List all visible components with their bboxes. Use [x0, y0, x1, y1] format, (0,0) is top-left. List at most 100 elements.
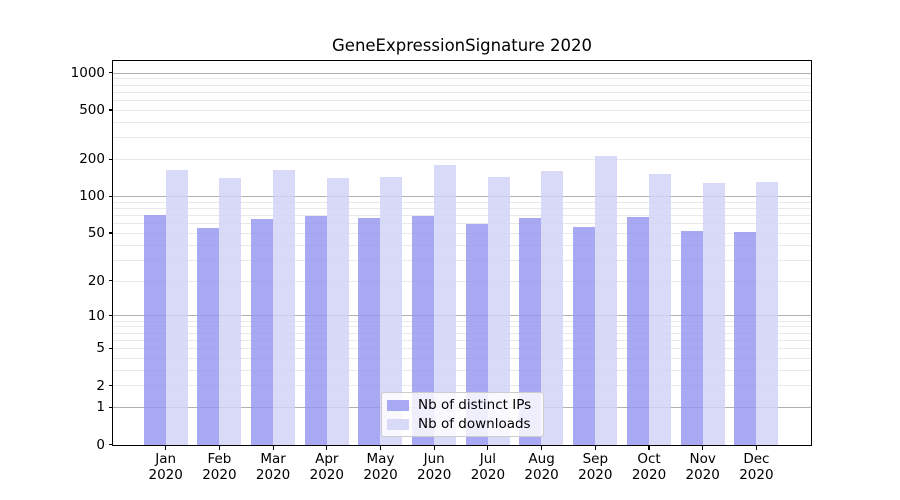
gridline-minor-800	[113, 84, 811, 86]
gridline-minor-200	[113, 159, 811, 161]
bar-downloads-oct	[648, 174, 671, 445]
bar-distinct-ips-aug	[519, 218, 542, 445]
y-tick-0	[108, 444, 113, 446]
legend-label-downloads: Nb of downloads	[418, 416, 531, 432]
gridline-minor-4	[113, 357, 811, 359]
chart-title: GeneExpressionSignature 2020	[332, 36, 592, 55]
gridline-minor-600	[113, 100, 811, 102]
gridline-minor-9	[113, 320, 811, 322]
gridline-minor-300	[113, 137, 811, 139]
bar-distinct-ips-oct	[626, 217, 649, 445]
x-tick-label-apr: Apr 2020	[309, 451, 344, 483]
y-tick-5	[108, 347, 113, 349]
bar-downloads-feb	[219, 178, 242, 445]
bar-downloads-jun	[434, 164, 456, 445]
gridline-minor-70	[113, 215, 811, 217]
y-tick-200	[108, 158, 113, 160]
x-tick-jun	[433, 446, 435, 451]
x-tick-label-jan: Jan 2020	[148, 451, 183, 483]
y-tick-label-1000: 1000	[70, 64, 105, 81]
x-tick-label-sep: Sep 2020	[578, 451, 613, 483]
gridline-minor-50	[113, 232, 811, 234]
y-tick-50	[108, 232, 113, 234]
bar-distinct-ips-jul	[465, 224, 488, 445]
plot-area: Nb of distinct IPs Nb of downloads	[112, 60, 812, 446]
x-tick-jul	[487, 446, 489, 451]
gridline-minor-400	[113, 121, 811, 123]
y-tick-label-200: 200	[79, 151, 105, 168]
gridline-minor-2	[113, 385, 811, 387]
bar-downloads-mar	[272, 169, 295, 445]
bar-distinct-ips-dec	[734, 231, 757, 445]
legend-swatch-downloads	[387, 418, 409, 430]
y-tick-label-10: 10	[87, 307, 105, 324]
gridline-minor-60	[113, 223, 811, 225]
x-tick-oct	[648, 446, 650, 451]
gridline-major-1000	[113, 72, 811, 74]
bar-downloads-aug	[541, 170, 564, 445]
x-tick-label-aug: Aug 2020	[524, 451, 559, 483]
gridline-minor-20	[113, 280, 811, 282]
gridline-minor-40	[113, 244, 811, 246]
y-tick-label-500: 500	[79, 102, 105, 119]
legend-row-distinct-ips: Nb of distinct IPs	[387, 397, 537, 413]
gridline-minor-30	[113, 259, 811, 261]
gridline-minor-90	[113, 201, 811, 203]
legend-swatch-distinct-ips	[387, 399, 409, 411]
x-tick-label-nov: Nov 2020	[685, 451, 720, 483]
bar-distinct-ips-mar	[250, 218, 273, 445]
y-tick-label-100: 100	[79, 188, 105, 205]
x-tick-dec	[755, 446, 757, 451]
x-tick-label-dec: Dec 2020	[739, 451, 774, 483]
x-tick-sep	[594, 446, 596, 451]
bar-distinct-ips-nov	[680, 230, 703, 445]
y-tick-500	[108, 109, 113, 111]
x-tick-nov	[702, 446, 704, 451]
bar-downloads-jul	[487, 176, 510, 445]
y-tick-label-5: 5	[96, 340, 105, 357]
gridline-minor-900	[113, 78, 811, 80]
x-tick-label-mar: Mar 2020	[255, 451, 291, 483]
legend-row-downloads: Nb of downloads	[387, 416, 537, 432]
bar-downloads-sep	[595, 156, 618, 445]
bar-distinct-ips-sep	[573, 226, 596, 445]
x-tick-label-may: May 2020	[363, 451, 398, 483]
y-tick-100	[108, 195, 113, 197]
bar-distinct-ips-feb	[197, 227, 220, 445]
bar-downloads-dec	[756, 182, 779, 445]
bar-distinct-ips-apr	[304, 215, 327, 445]
y-tick-1	[108, 406, 113, 409]
x-tick-mar	[272, 446, 274, 451]
gridline-minor-700	[113, 91, 811, 93]
x-tick-aug	[541, 446, 543, 451]
y-tick-2	[108, 385, 113, 387]
bar-downloads-nov	[702, 182, 725, 445]
gridline-minor-3	[113, 369, 811, 371]
gridline-major-100	[113, 196, 811, 198]
y-tick-label-2: 2	[96, 377, 105, 394]
bar-distinct-ips-may	[358, 218, 381, 445]
bar-downloads-jan	[165, 170, 188, 445]
gridline-major-10	[113, 315, 811, 317]
bar-downloads-may	[380, 177, 403, 445]
y-tick-20	[108, 280, 113, 282]
legend: Nb of distinct IPs Nb of downloads	[381, 392, 544, 437]
gridline-minor-8	[113, 326, 811, 328]
y-tick-label-0: 0	[96, 436, 105, 453]
gridline-minor-500	[113, 109, 811, 111]
gridline-minor-6	[113, 339, 811, 341]
x-tick-label-feb: Feb 2020	[202, 451, 237, 483]
bar-distinct-ips-jun	[412, 215, 434, 445]
gridline-minor-5	[113, 348, 811, 350]
gridline-minor-7	[113, 332, 811, 334]
y-tick-label-1: 1	[96, 399, 105, 416]
x-tick-may	[379, 446, 382, 451]
y-tick-label-50: 50	[87, 225, 105, 242]
x-tick-label-oct: Oct 2020	[631, 451, 667, 483]
bar-downloads-apr	[326, 177, 349, 445]
y-tick-label-20: 20	[87, 272, 105, 289]
y-tick-1000	[108, 72, 113, 74]
bar-distinct-ips-jan	[143, 215, 166, 445]
x-tick-apr	[326, 446, 328, 451]
